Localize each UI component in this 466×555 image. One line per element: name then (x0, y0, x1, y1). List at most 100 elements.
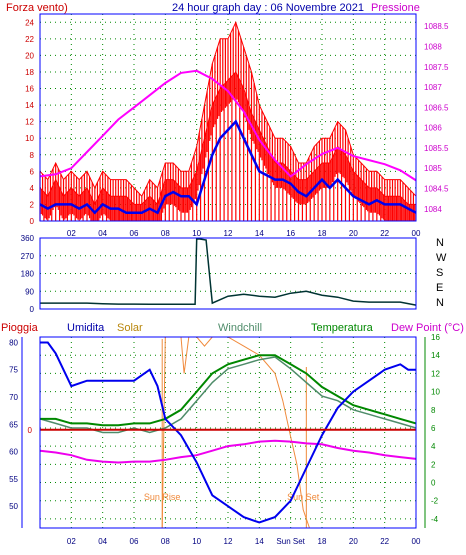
sunset-annotation: Sun Set (287, 492, 320, 502)
pressure-tick-label: 1084 (424, 205, 442, 214)
temperature-tick-label: 6 (431, 424, 436, 433)
x-tick-label: 02 (67, 229, 76, 238)
wind-tick-label: 20 (25, 51, 34, 60)
compass-label: N (436, 237, 444, 249)
wind-tick-label: 6 (30, 167, 35, 176)
humidity-label: Umidita (67, 322, 105, 334)
wind-tick-label: 16 (25, 85, 34, 94)
x-tick-label: Sun Set (276, 537, 305, 546)
wind-pressure-frame (39, 13, 417, 222)
direction-tick-label: 0 (30, 305, 35, 314)
pressure-tick-label: 1087 (424, 83, 442, 92)
gust-line (39, 20, 417, 198)
rain-tick-label: 0 (28, 426, 33, 435)
dewpoint-line (39, 439, 417, 464)
x-tick-label: 06 (130, 537, 139, 546)
pressure-tick-label: 1086.5 (424, 103, 449, 112)
temperature-tick-label: 2 (431, 460, 436, 469)
wind-average-line (39, 119, 417, 215)
humidity-tick-label: 70 (9, 393, 18, 402)
temperature-tick-label: 16 (431, 333, 440, 342)
compass-label: W (436, 252, 447, 264)
wind-direction-line (40, 238, 417, 306)
rain-label: Pioggia (1, 322, 39, 334)
temperature-tick-label: 0 (431, 479, 436, 488)
x-tick-label: 06 (130, 229, 139, 238)
pressure-tick-label: 1085.5 (424, 144, 449, 153)
x-tick-label: 00 (412, 229, 421, 238)
wind-pressure-panel: 02468101214161820222410841084.510851085.… (25, 13, 449, 238)
temperature-line (40, 354, 417, 427)
direction-tick-label: 90 (25, 287, 34, 296)
humidity-tick-label: 50 (9, 502, 18, 511)
temperature-tick-label: 12 (431, 369, 440, 378)
wind-tick-label: 22 (25, 35, 34, 44)
pressure-tick-label: 1084.5 (424, 185, 449, 194)
pressure-axis-title: Pressione (371, 2, 420, 14)
x-tick-label: 12 (224, 229, 233, 238)
temperature-tick-label: -2 (431, 497, 439, 506)
x-tick-label: 14 (255, 229, 264, 238)
humidity-tick-label: 55 (9, 475, 18, 484)
x-tick-label: 12 (224, 537, 233, 546)
compass-label: S (436, 267, 443, 279)
x-tick-label: 08 (161, 537, 170, 546)
pressure-tick-label: 1086 (424, 124, 442, 133)
wind-tick-label: 2 (30, 200, 35, 209)
wind-tick-label: 18 (25, 68, 34, 77)
temperature-tick-label: 10 (431, 388, 440, 397)
pressure-tick-label: 1088 (424, 42, 442, 51)
direction-tick-label: 180 (21, 270, 35, 279)
x-tick-label: 00 (412, 537, 421, 546)
dewpoint-label: Dew Point (°C) (391, 322, 464, 334)
solar-label: Solar (117, 322, 143, 334)
wind-tick-label: 14 (25, 101, 34, 110)
x-tick-label: 18 (318, 229, 327, 238)
humidity-tick-label: 75 (9, 366, 18, 375)
temperature-tick-label: 14 (431, 351, 440, 360)
temperature-label: Temperatura (311, 322, 374, 334)
x-tick-label: 22 (380, 229, 389, 238)
humidity-tick-label: 65 (9, 420, 18, 429)
wind-line (39, 71, 416, 206)
x-tick-label: 20 (349, 537, 358, 546)
wind-tick-label: 8 (30, 151, 35, 160)
x-tick-label: 02 (67, 537, 76, 546)
sunrise-annotation: Sun Rise (144, 492, 181, 502)
windchill-line (39, 356, 417, 434)
compass-label: N (436, 297, 444, 309)
temperature-tick-label: 4 (431, 442, 436, 451)
x-tick-label: 18 (318, 537, 327, 546)
direction-tick-label: 360 (21, 234, 35, 243)
wind-tick-label: 24 (25, 18, 34, 27)
pressure-tick-label: 1087.5 (424, 63, 449, 72)
pressure-tick-label: 1085 (424, 164, 442, 173)
x-tick-label: 14 (255, 537, 264, 546)
direction-tick-label: 270 (21, 252, 35, 261)
wind-direction-frame (39, 237, 417, 310)
compass-label: E (436, 282, 443, 294)
x-tick-label: 22 (380, 537, 389, 546)
wind-tick-label: 10 (25, 134, 34, 143)
pressure-line (39, 69, 417, 182)
x-tick-label: 20 (349, 229, 358, 238)
windchill-label: Windchill (218, 322, 262, 334)
humidity-tick-label: 80 (9, 338, 18, 347)
x-tick-label: 04 (98, 229, 107, 238)
wind-tick-label: 0 (30, 217, 35, 226)
graph-title: 24 hour graph day : 06 Novembre 2021 (172, 2, 364, 14)
wind-axis-title: Forza vento) (6, 2, 68, 14)
humidity-tick-label: 60 (9, 448, 18, 457)
x-tick-label: 08 (161, 229, 170, 238)
temperature-tick-label: -4 (431, 515, 439, 524)
temperature-humidity-panel: Sun Rise Sun Set050556065707580-4-2024681… (9, 333, 440, 546)
humidity-line (40, 341, 416, 524)
wind-tick-label: 4 (30, 184, 35, 193)
pressure-tick-label: 1088.5 (424, 22, 449, 31)
x-tick-label: 10 (192, 229, 201, 238)
wind-tick-label: 12 (25, 118, 34, 127)
x-tick-label: 04 (98, 537, 107, 546)
x-tick-label: 16 (286, 229, 295, 238)
